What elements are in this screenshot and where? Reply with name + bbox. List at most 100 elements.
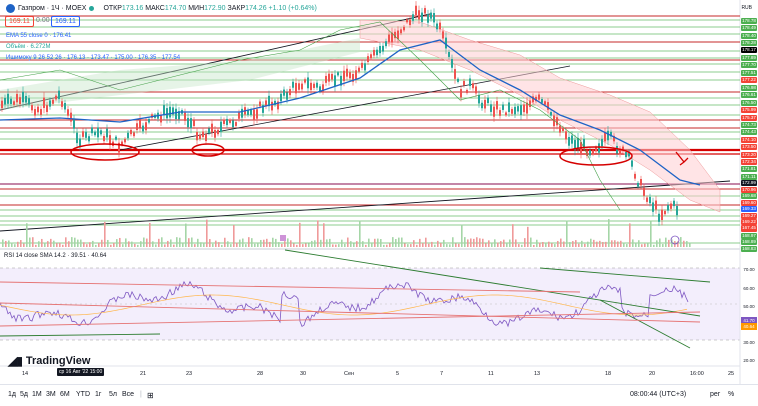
timeframe-button[interactable]: 5д [20, 391, 28, 398]
candle-body [340, 75, 342, 86]
rsi-indicator-label[interactable]: RSI 14 close SMA 14.2 · 39.51 · 40.64 [4, 253, 107, 259]
volume-bar [311, 240, 313, 247]
price-axis-label: 178.40 [741, 32, 757, 39]
candle-body [472, 83, 474, 89]
crosshair-time-label: ср 16 Авг '22 15:00 [57, 368, 105, 376]
volume-bar [41, 238, 43, 247]
volume-bar [326, 239, 328, 247]
price-axis-label: 168.83 [741, 245, 757, 252]
candle-body [163, 105, 165, 116]
volume-bar [659, 238, 661, 247]
clock[interactable]: 08:00:44 (UTC+3) [630, 391, 687, 398]
volume-bar [134, 243, 136, 247]
candle-body [337, 72, 339, 76]
volume-bar [14, 244, 16, 247]
timeframe-button[interactable]: 5л [109, 391, 117, 398]
timeframe-button[interactable]: Все [122, 391, 135, 398]
candle-body [448, 52, 450, 57]
candle-body [616, 145, 618, 154]
candle-body [166, 108, 168, 119]
timeframe-button[interactable]: 1М [32, 391, 42, 398]
volume-bar [251, 238, 253, 247]
volume-bar [515, 239, 517, 247]
candle-body [496, 101, 498, 110]
time-axis-label: 16:00 [690, 371, 704, 377]
date-range-icon[interactable]: ⊞ [147, 391, 154, 400]
candle-body [331, 73, 333, 80]
candle-body [652, 202, 654, 212]
volume-bar [689, 242, 691, 247]
volume-bar [80, 239, 82, 247]
buy-price-box[interactable]: 169.11 [51, 16, 80, 27]
volume-bar [632, 239, 634, 247]
candle-body [658, 213, 660, 222]
rsi-trend-line [0, 333, 161, 337]
timeframe-button[interactable]: 1г [95, 391, 102, 398]
candle-body [307, 77, 309, 89]
timeframe-button[interactable]: 1д [8, 391, 16, 398]
volume-bar [254, 243, 256, 247]
ichimoku-indicator-label[interactable]: Ишимоку 9 26 52 26 · 176.13 · 173.47 · 1… [6, 55, 181, 61]
symbol-title[interactable]: Газпром · 1Ч · MOEX [18, 5, 87, 12]
ichimoku-cloud [0, 38, 360, 110]
timeframe-button[interactable]: 6М [60, 391, 70, 398]
candle-body [100, 130, 102, 135]
volume-bar [263, 239, 265, 247]
volume-indicator-label[interactable]: Объём · 6.272M [6, 44, 51, 50]
candle-body [376, 49, 378, 56]
timeframe-button[interactable]: 3М [46, 391, 56, 398]
volume-bar [506, 242, 508, 247]
candle-body [487, 97, 489, 104]
candle-body [463, 80, 465, 86]
candle-body [37, 106, 39, 113]
symbol-header[interactable]: Газпром · 1Ч · MOEX ОТКР173.16 МАКС174.7… [6, 4, 317, 13]
candle-body [187, 117, 189, 128]
percent-scale-toggle[interactable]: % [728, 391, 735, 398]
volume-bar [488, 240, 490, 247]
volume-bar [647, 243, 649, 247]
candle-body [370, 54, 372, 59]
rsi-axis-label: 30.00 [743, 340, 755, 345]
regular-session-toggle[interactable]: рег [710, 391, 721, 398]
price-axis-label: 173.50 [741, 144, 757, 151]
candle-body [523, 104, 525, 113]
candle-body [565, 131, 567, 140]
volume-bar [98, 243, 100, 247]
volume-bar [347, 237, 349, 247]
candle-body [211, 123, 213, 133]
volume-bar [428, 243, 430, 247]
volume-bar [596, 241, 598, 247]
volume-bar [71, 237, 73, 247]
volume-bar [32, 237, 34, 247]
volume-bar [650, 221, 652, 247]
volume-bar [404, 243, 406, 247]
volume-bar [152, 241, 154, 247]
candle-body [541, 98, 543, 103]
volume-bar [287, 238, 289, 247]
candle-body [400, 29, 402, 34]
volume-bar [161, 237, 163, 247]
volume-bar [38, 241, 40, 247]
volume-bar [233, 225, 235, 247]
candle-body [178, 111, 180, 120]
ema-indicator-label[interactable]: EMA 55 close 0 · 176.41 [6, 33, 72, 39]
timeframe-button[interactable]: YTD [76, 391, 90, 398]
candle-body [10, 98, 12, 104]
currency-label[interactable]: RUB [741, 5, 752, 11]
volume-bar [536, 239, 538, 247]
volume-bar [551, 243, 553, 247]
volume-bar [539, 242, 541, 247]
candle-body [274, 100, 276, 105]
volume-bar [512, 224, 514, 247]
volume-bar [455, 243, 457, 247]
candle-body [91, 127, 93, 134]
volume-bar [590, 238, 592, 247]
candle-body [247, 110, 249, 115]
volume-bar [449, 244, 451, 247]
sell-price-box[interactable]: 169.11 [5, 16, 34, 27]
volume-bar [677, 241, 679, 247]
candle-body [601, 138, 603, 147]
candle-body [442, 31, 444, 39]
candle-body [205, 133, 207, 142]
